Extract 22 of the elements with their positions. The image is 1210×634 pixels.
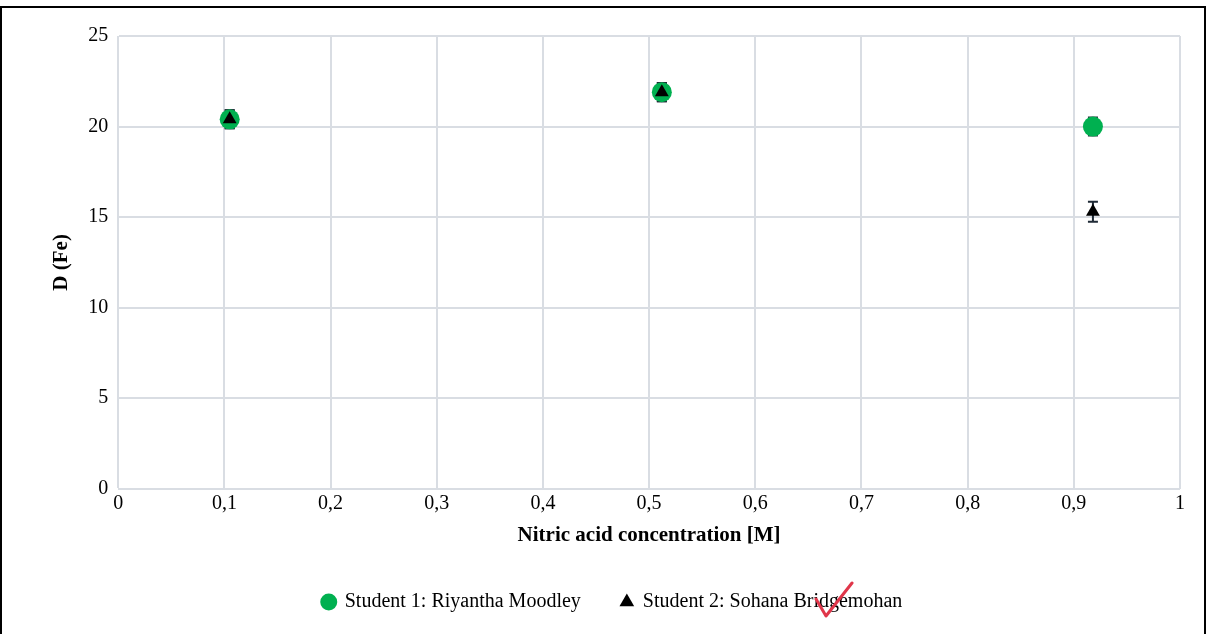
- y-axis-title: D (Fe): [48, 234, 73, 291]
- x-tick-label: 0: [113, 491, 124, 514]
- x-tick-label: 0,9: [1061, 491, 1087, 514]
- y-tick-label: 25: [88, 23, 109, 46]
- point: [1082, 116, 1103, 137]
- point: [1086, 203, 1100, 216]
- x-tick-label: 0,5: [636, 491, 662, 514]
- x-tick-label: 0,3: [424, 491, 450, 514]
- x-tick-label: 0,4: [530, 491, 556, 514]
- x-tick-label: 0,8: [955, 491, 981, 514]
- y-tick-label: 5: [98, 385, 109, 408]
- legend-label: Student 1: Riyantha Moodley: [344, 589, 581, 613]
- x-tick-label: 0,2: [318, 491, 344, 514]
- y-tick-label: 20: [88, 113, 109, 136]
- x-tick-label: 0,6: [742, 491, 768, 514]
- y-tick-label: 0: [98, 476, 109, 499]
- x-tick-label: 1: [1175, 491, 1185, 514]
- x-axis-title: Nitric acid concentration [M]: [517, 521, 781, 546]
- y-tick-label: 10: [88, 294, 109, 317]
- x-tick-label: 0,1: [211, 491, 237, 514]
- y-tick-label: 15: [88, 204, 109, 227]
- x-tick-label: 0,7: [848, 491, 874, 514]
